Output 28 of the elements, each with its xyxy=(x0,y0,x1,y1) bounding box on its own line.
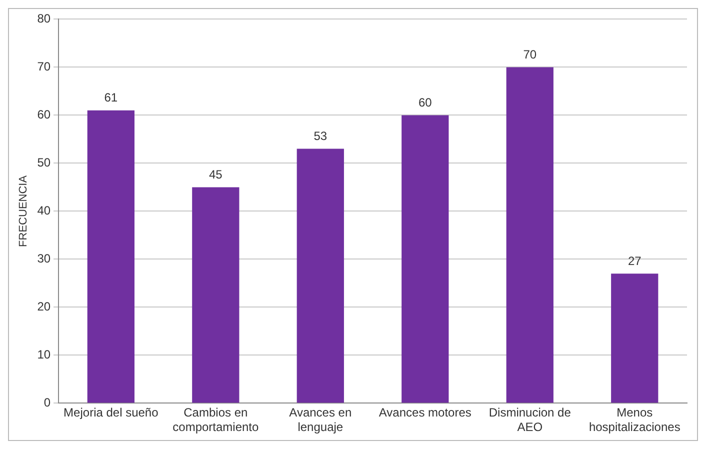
x-tick-label: Cambios en comportamiento xyxy=(172,406,260,434)
x-tick-label: Disminucion de AEO xyxy=(488,406,572,434)
data-label: 53 xyxy=(314,129,328,144)
y-tick-label: 0 xyxy=(44,396,51,410)
y-axis-title: FRECUENCIA xyxy=(18,174,30,247)
bar xyxy=(402,115,449,403)
x-tick-label: Menos hospitalizaciones xyxy=(588,406,680,434)
y-tick-label: 30 xyxy=(37,252,51,266)
y-tick-label: 60 xyxy=(37,108,51,122)
x-tick-label: Mejoria del sueño xyxy=(64,406,159,420)
bar xyxy=(506,67,554,403)
data-label: 60 xyxy=(418,96,432,110)
data-label: 70 xyxy=(523,48,537,62)
bar xyxy=(296,148,344,403)
y-tick-label: 40 xyxy=(37,204,51,218)
x-tick-label: Avances en lenguaje xyxy=(289,406,352,434)
bar xyxy=(611,274,658,403)
data-label: 61 xyxy=(104,90,118,105)
data-label: 27 xyxy=(628,254,642,268)
y-tick-label: 10 xyxy=(37,348,51,362)
x-tick-label: Avances motores xyxy=(378,406,472,420)
bar xyxy=(87,110,134,403)
y-tick-label: 80 xyxy=(37,12,51,26)
y-tick-label: 50 xyxy=(37,156,51,170)
bar xyxy=(192,187,240,403)
data-label: 45 xyxy=(208,168,223,182)
y-tick-label: 70 xyxy=(37,60,51,74)
y-tick-label: 20 xyxy=(37,300,51,314)
